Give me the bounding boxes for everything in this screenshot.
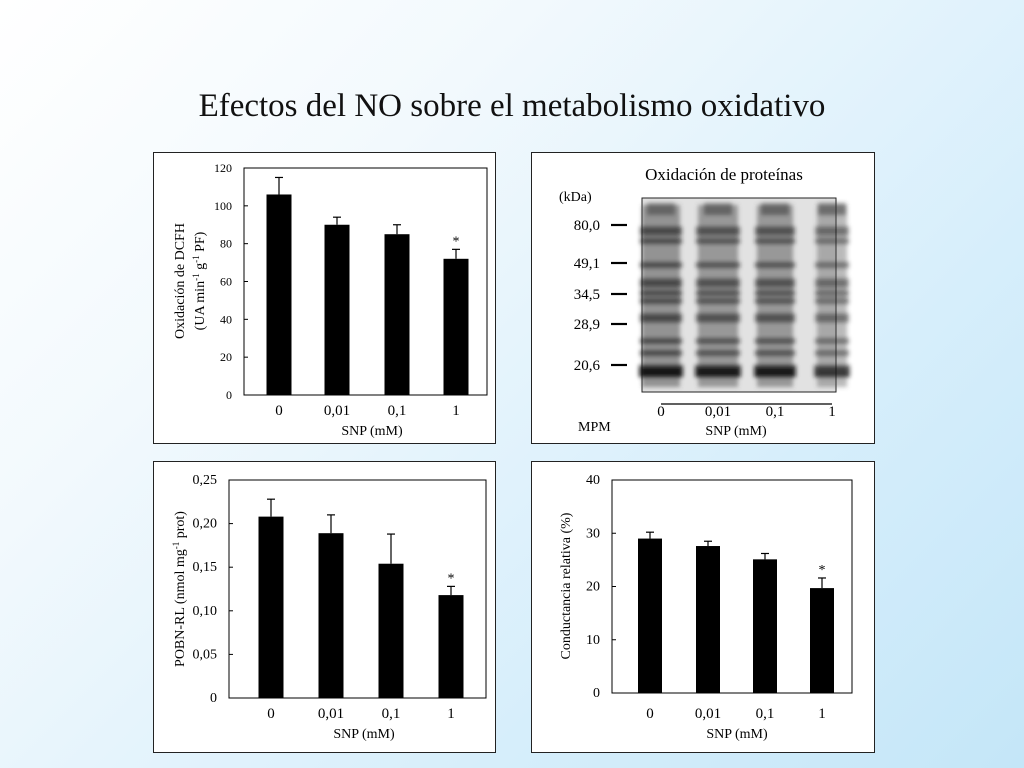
x-category-label: 0,1 [382,706,401,722]
blot-lane-label: 0,01 [705,404,731,420]
y-tick-label: 0,20 [193,517,218,532]
y-axis-label-units: (UA min-1 g-1 PF) [191,231,208,330]
x-category-label: 0,01 [695,706,721,722]
x-category-label: 0,01 [324,403,350,419]
x-axis-label: SNP (mM) [341,424,403,439]
blot-lane-label: 1 [828,404,836,420]
bar [443,258,469,395]
conductance-bar-chart: 0 10 20 30 40 0 0,01 0,1 * 1 SNP (mM) Conductancia … [559,473,853,742]
bar [318,533,344,698]
y-tick-label: 20 [220,350,232,364]
blot-lane-labels: 0 0,01 0,1 1 [657,404,836,420]
blot-lane-label: 0 [657,404,665,420]
y-tick-label: 40 [220,312,232,326]
y-tick-label: 0,25 [193,473,218,488]
blot-marker-label: 34,5 [574,287,600,303]
blot-lanes [639,203,850,387]
y-axis-label: Conductancia relativa (%) [559,512,574,659]
bar [384,234,410,395]
y-tick-label: 0,15 [193,560,218,575]
blot-figure: (kDa) 80,0 49,1 34,5 28,9 20,6 0 0,01 0,1 1 MPM… [559,190,850,439]
y-tick-label: 0,05 [193,647,218,662]
blot-x-axis-label: SNP (mM) [705,424,767,439]
pobn-bar-chart: 0 0,05 0,10 0,15 0,20 0,25 0 0,01 0,1 * 1 SNP (mM) P… [171,473,487,742]
blot-unit-label: (kDa) [559,190,592,205]
bar [753,559,777,693]
y-tick-label: 10 [586,633,600,648]
protein-oxidation-blot-panel: Oxidación de proteínas (kDa) 80,0 49,1 34,… [531,152,875,444]
dcfh-chart-panel: 0 20 40 60 80 100 120 0 0,01 0,1 * 1 SNP (mM) Oxidaci… [153,152,496,444]
blot-lane [639,205,683,387]
x-category-label: 0 [267,706,275,722]
bar [324,224,350,395]
y-tick-label: 0 [226,388,232,402]
blot-marker-label: 20,6 [574,358,601,374]
blot-marker-label: 80,0 [574,218,600,234]
x-category-label: 1 [818,706,826,722]
blot-marker-ladder: 80,0 49,1 34,5 28,9 20,6 [574,218,627,374]
plot-frame [228,479,487,699]
y-tick-label: 100 [214,199,232,213]
dcfh-bar-chart: 0 20 40 60 80 100 120 0 0,01 0,1 * 1 SNP (mM) Oxidaci… [173,161,488,439]
blot-lane [814,205,850,387]
bar [438,595,464,698]
y-axis-label: POBN-RL (nmol mg-1 prot) [171,511,188,667]
x-category-label: 1 [447,706,455,722]
x-category-label: 0,1 [756,706,775,722]
blot-marker-label: 28,9 [574,317,600,333]
blot-lane [754,205,796,387]
y-tick-label: 0 [593,686,600,701]
x-category-label: 0,1 [388,403,407,419]
y-tick-label: 20 [586,580,600,595]
pobn-chart-panel: 0 0,05 0,10 0,15 0,20 0,25 0 0,01 0,1 * 1 SNP (mM) P… [153,461,496,753]
bar [696,546,720,693]
y-tick-label: 40 [586,473,600,488]
significance-marker: * [453,234,460,249]
blot-lane [695,205,741,387]
x-axis-label: SNP (mM) [706,727,768,742]
y-tick-label: 80 [220,237,232,251]
blot-marker-label: 49,1 [574,256,600,272]
y-tick-label: 0 [210,691,217,706]
y-tick-label: 60 [220,275,232,289]
y-tick-label: 120 [214,161,232,175]
significance-marker: * [819,563,826,578]
bar [638,538,662,693]
x-category-label: 0 [646,706,654,722]
y-tick-label: 0,10 [193,604,218,619]
slide-title: Efectos del NO sobre el metabolismo oxid… [198,88,826,124]
x-category-label: 1 [452,403,460,419]
conductance-chart-panel: 0 10 20 30 40 0 0,01 0,1 * 1 SNP (mM) Conductancia … [531,461,875,753]
y-tick-label: 30 [586,526,600,541]
bar [810,588,834,693]
y-axis-label: Oxidación de DCFH [173,223,188,339]
bar [258,516,284,698]
significance-marker: * [448,571,455,586]
x-category-label: 0 [275,403,283,419]
bar [266,194,292,395]
blot-title: Oxidación de proteínas [645,165,803,184]
bar [378,563,404,698]
blot-mpm-label: MPM [578,420,611,435]
x-axis-label: SNP (mM) [333,727,395,742]
x-category-label: 0,01 [318,706,344,722]
blot-lane-label: 0,1 [766,404,785,420]
